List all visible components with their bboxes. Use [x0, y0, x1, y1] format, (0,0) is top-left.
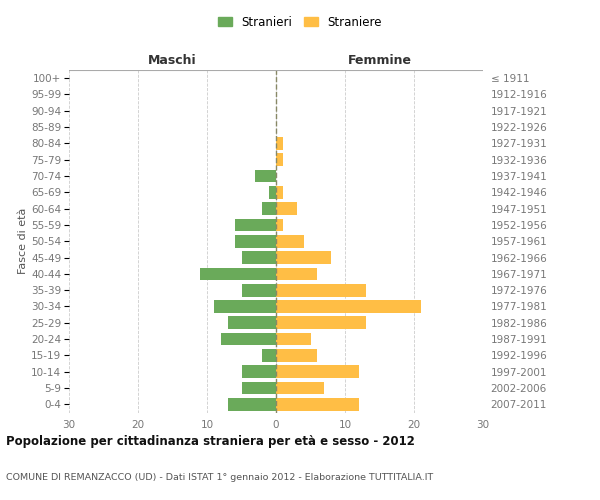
- Bar: [276, 235, 304, 248]
- Bar: [228, 316, 276, 329]
- Bar: [276, 349, 317, 362]
- Bar: [214, 300, 276, 313]
- Bar: [276, 300, 421, 313]
- Text: COMUNE DI REMANZACCO (UD) - Dati ISTAT 1° gennaio 2012 - Elaborazione TUTTITALIA: COMUNE DI REMANZACCO (UD) - Dati ISTAT 1…: [6, 472, 433, 482]
- Bar: [269, 186, 276, 198]
- Bar: [276, 366, 359, 378]
- Bar: [200, 268, 276, 280]
- Bar: [276, 154, 283, 166]
- Bar: [276, 251, 331, 264]
- Y-axis label: Fasce di età: Fasce di età: [19, 208, 28, 274]
- Bar: [262, 349, 276, 362]
- Bar: [276, 316, 366, 329]
- Bar: [276, 398, 359, 410]
- Text: Popolazione per cittadinanza straniera per età e sesso - 2012: Popolazione per cittadinanza straniera p…: [6, 435, 415, 448]
- Bar: [241, 366, 276, 378]
- Bar: [235, 218, 276, 232]
- Bar: [276, 332, 311, 345]
- Text: Femmine: Femmine: [347, 54, 412, 66]
- Legend: Stranieri, Straniere: Stranieri, Straniere: [213, 11, 387, 34]
- Bar: [221, 332, 276, 345]
- Bar: [256, 170, 276, 182]
- Bar: [276, 382, 325, 394]
- Bar: [276, 268, 317, 280]
- Bar: [241, 284, 276, 296]
- Bar: [235, 235, 276, 248]
- Bar: [262, 202, 276, 215]
- Bar: [276, 186, 283, 198]
- Bar: [241, 382, 276, 394]
- Bar: [276, 218, 283, 232]
- Bar: [276, 284, 366, 296]
- Text: Maschi: Maschi: [148, 54, 197, 66]
- Bar: [228, 398, 276, 410]
- Bar: [241, 251, 276, 264]
- Bar: [276, 202, 296, 215]
- Bar: [276, 137, 283, 150]
